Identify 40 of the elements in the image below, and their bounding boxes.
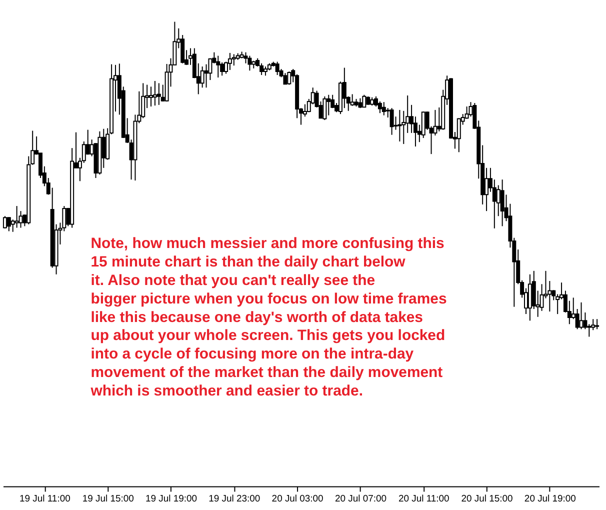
candlestick xyxy=(390,108,394,136)
candlestick xyxy=(595,318,600,330)
candlestick xyxy=(484,167,489,212)
candlestick xyxy=(456,118,461,153)
candlestick xyxy=(421,111,426,138)
x-tick-label: 20 Jul 19:00 xyxy=(524,494,576,505)
candlestick xyxy=(152,80,157,106)
candlestick xyxy=(6,216,11,232)
candlestick xyxy=(216,55,220,78)
text: Note, how much messier and more confusing this 15 minute chart is than the daily chart below it. Also note that you can't really see the bigger picture when you focus on low time frames like this because one day's worth of data takes up about your whole screen. This gets you locked into a cycle of focusing more on the intra-day movement of the market than the daily movement which is smoother and easier to trade. xyxy=(90,235,447,400)
candlestick xyxy=(378,100,382,114)
candlestick xyxy=(358,98,362,109)
candlestick xyxy=(326,94,331,116)
x-tick-label: 19 Jul 23:00 xyxy=(208,494,260,505)
x-tick-label: 20 Jul 03:00 xyxy=(272,494,324,505)
candlestick xyxy=(287,71,292,86)
x-tick-label: 20 Jul 11:00 xyxy=(398,494,450,505)
x-tick-label: 19 Jul 19:00 xyxy=(145,494,198,505)
candlestick xyxy=(500,179,504,227)
candlestick xyxy=(260,62,264,76)
candlestick xyxy=(322,96,327,121)
candlestick xyxy=(283,72,288,85)
x-tick-label: 20 Jul 07:00 xyxy=(334,494,386,505)
candlestick xyxy=(528,274,532,322)
candlestick xyxy=(382,102,386,116)
candlestick xyxy=(587,324,592,338)
candlestick xyxy=(156,82,161,106)
candlestick xyxy=(14,206,19,228)
candlestick xyxy=(248,55,252,72)
candlestick xyxy=(579,302,584,330)
x-tick-label: 19 Jul 11:00 xyxy=(20,494,70,505)
x-tick-label: 20 Jul 15:00 xyxy=(461,494,513,505)
candlestick xyxy=(232,54,236,66)
candlestick xyxy=(141,82,146,119)
candlestick xyxy=(228,52,232,70)
candlestick xyxy=(275,61,280,76)
candlestick xyxy=(2,216,7,229)
candlestick xyxy=(263,66,268,76)
candlestick xyxy=(362,94,366,108)
x-tick-label: 19 Jul 15:00 xyxy=(82,494,134,505)
